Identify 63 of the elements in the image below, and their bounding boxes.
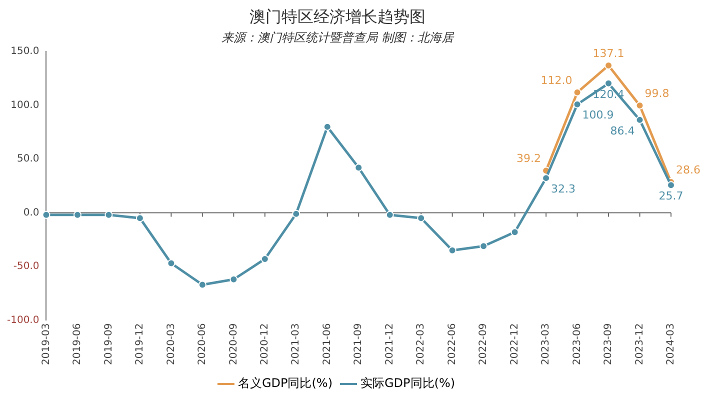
point [636, 116, 644, 124]
y-tick-label: 50.0 [16, 154, 40, 165]
x-tick-label: 2021-12 [384, 323, 396, 366]
point [323, 122, 332, 131]
x-tick-label: 2022-09 [478, 323, 490, 366]
data-label: 112.0 [540, 74, 572, 87]
point [604, 79, 613, 88]
x-tick-label: 2019-12 [134, 323, 146, 366]
chart-title: 澳门特区经济增长趋势图 [250, 6, 426, 26]
x-tick-label: 2019-03 [40, 323, 52, 366]
point [542, 174, 550, 182]
point [573, 100, 582, 108]
point [73, 210, 82, 219]
x-tick-label: 2022-03 [416, 323, 427, 366]
x-tick-label: 2020-03 [166, 323, 177, 366]
data-label: 100.9 [582, 108, 614, 122]
x-tick-label: 2024-03 [666, 323, 677, 366]
x-tick-label: 2023-06 [572, 323, 583, 366]
y-tick-label: 0.0 [23, 207, 40, 218]
point [417, 214, 426, 222]
point [354, 164, 363, 172]
point [480, 242, 488, 250]
data-label: 25.7 [658, 190, 684, 203]
data-label: 137.1 [592, 46, 624, 60]
x-tick-label: 2023-09 [603, 323, 614, 366]
data-label: 28.6 [676, 163, 700, 176]
x-tick-label: 2019-06 [72, 323, 84, 366]
x-tick-label: 2021-06 [322, 323, 333, 366]
legend-label: 名义GDP同比(%) [238, 376, 333, 390]
x-tick-label: 2022-12 [509, 323, 520, 366]
data-label: 39.2 [516, 152, 542, 166]
point [167, 259, 176, 268]
x-tick-label: 2020-06 [197, 323, 208, 366]
y-tick-label: 150.0 [10, 46, 40, 58]
y-tick-label: -50.0 [13, 261, 40, 272]
x-tick-label: 2023-03 [540, 323, 552, 366]
point [104, 210, 113, 219]
x-tick-label: 2022-06 [446, 323, 458, 366]
y-tick-label: -100.0 [6, 314, 40, 326]
x-tick-label: 2023-12 [634, 323, 646, 366]
point [260, 254, 269, 263]
point [292, 210, 300, 218]
point [573, 88, 582, 96]
y-tick-label: 100.0 [10, 100, 40, 111]
data-label: 86.4 [610, 124, 635, 138]
data-label: 99.8 [644, 86, 670, 100]
x-tick-label: 2020-09 [228, 323, 240, 366]
point [42, 210, 50, 219]
chart-subtitle: 来源：澳门特区统计暨普查局 制图：北海居 [222, 30, 454, 45]
legend-label: 实际GDP同比(%) [360, 376, 456, 390]
x-tick-label: 2021-09 [353, 323, 364, 366]
point [667, 181, 675, 190]
point [448, 246, 456, 254]
point [198, 280, 206, 289]
point [230, 275, 238, 284]
x-tick-label: 2019-09 [103, 323, 114, 366]
point [510, 228, 519, 236]
x-tick-label: 2020-12 [259, 323, 270, 366]
point [386, 210, 394, 219]
data-label: 32.3 [551, 182, 576, 196]
point [136, 214, 144, 222]
x-tick-label: 2021-03 [290, 323, 302, 366]
point [636, 102, 644, 110]
